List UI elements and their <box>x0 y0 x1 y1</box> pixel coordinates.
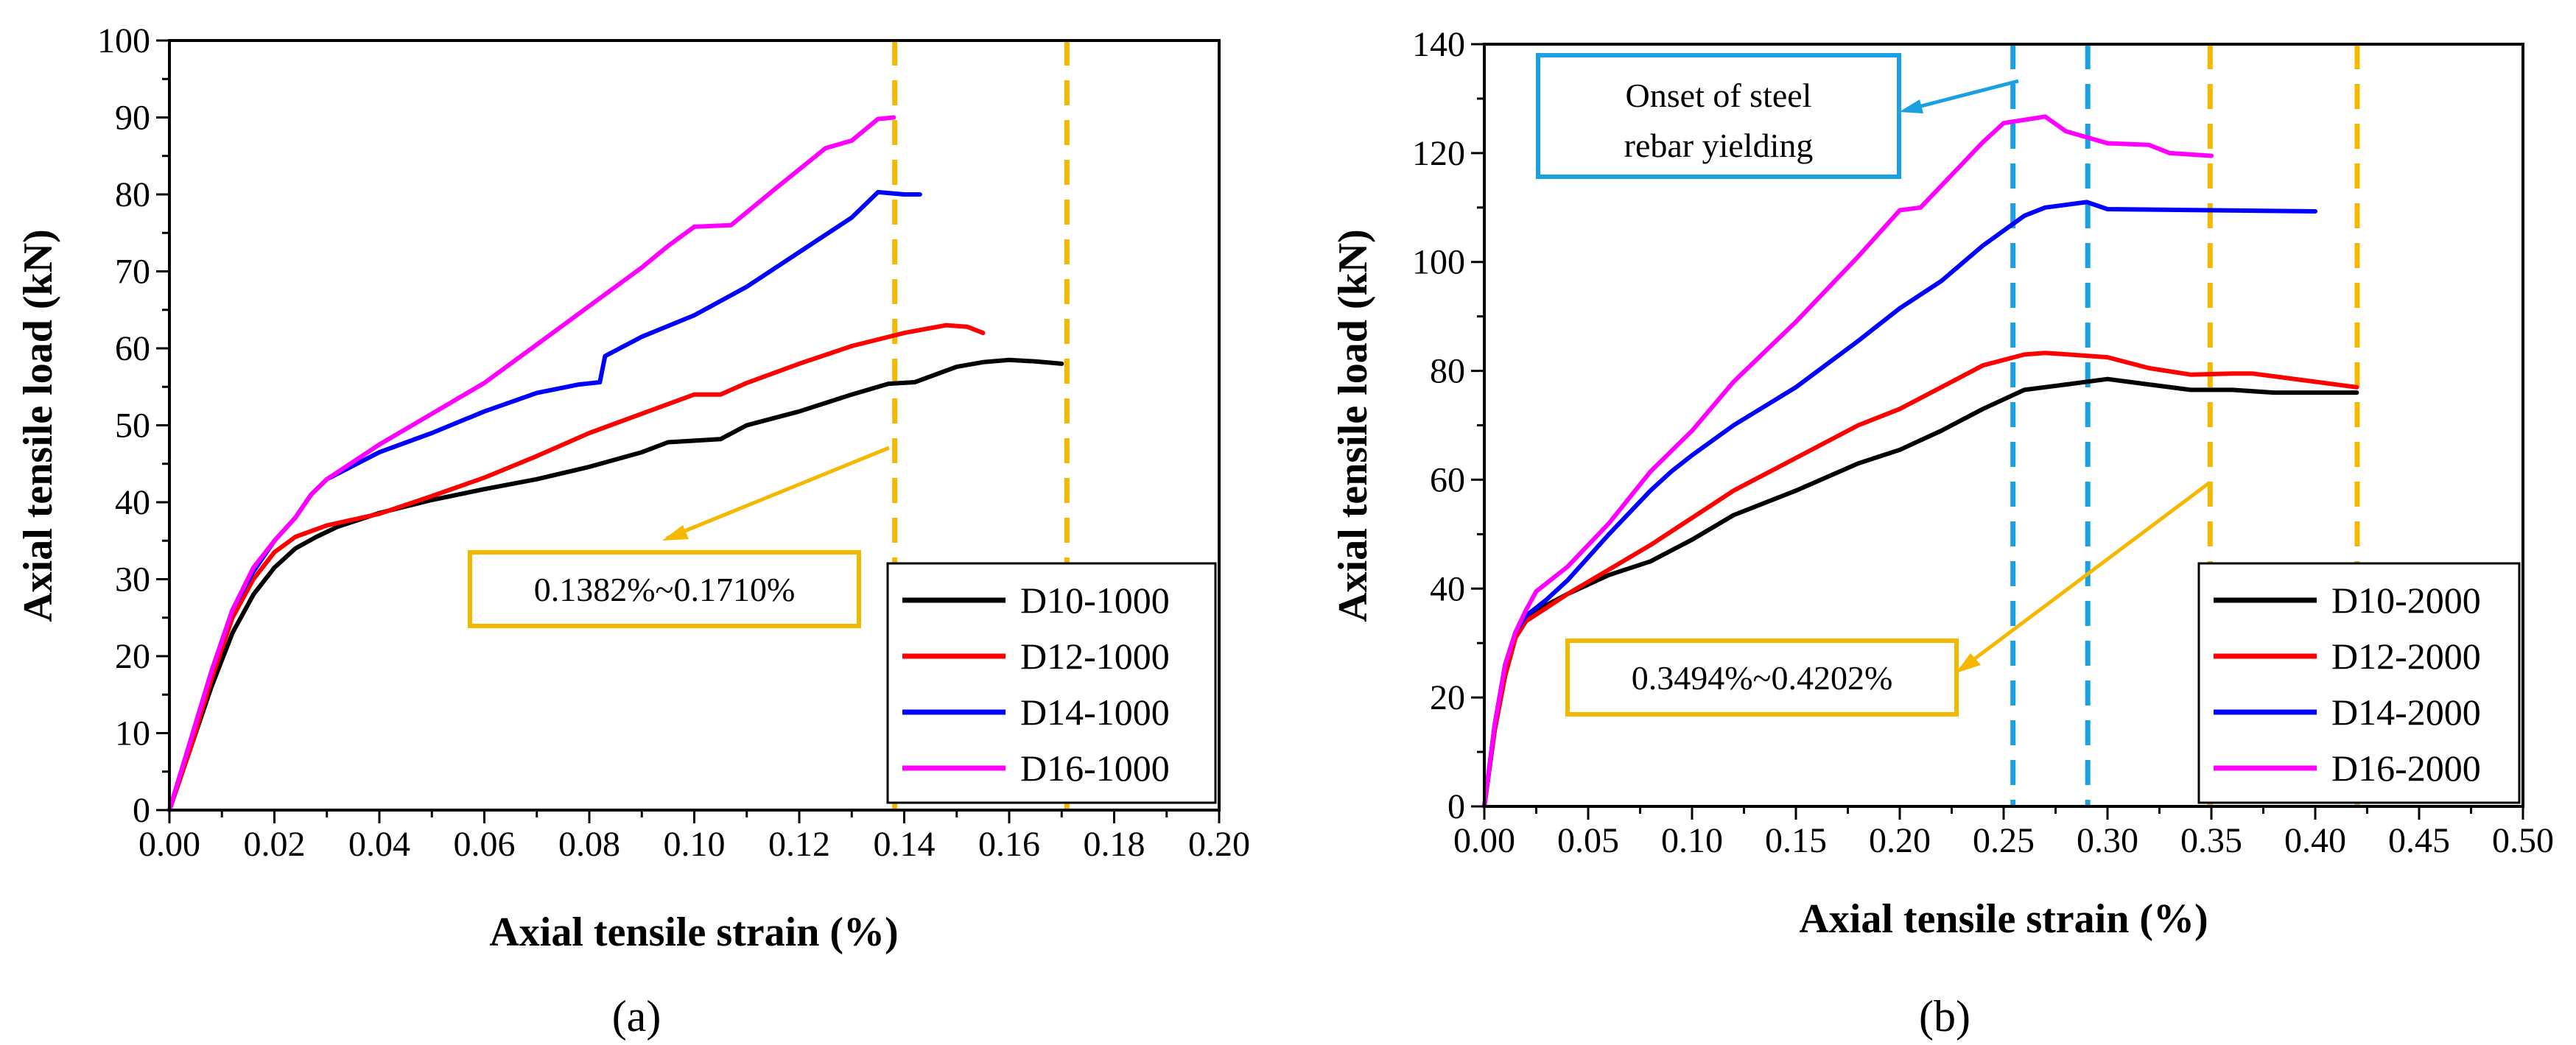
panel-b: 0.00 0.05 0.10 0.15 0.20 0.25 0.30 0.35 0.40 0.45… <box>1330 25 2554 1041</box>
series-b <box>1482 114 2359 809</box>
legend-label-d12-1000: D12-1000 <box>1020 636 1170 677</box>
legend-entries-a: D10-1000 D12-1000 D14-1000 D16-1000 <box>902 580 1170 789</box>
annotation-arrowhead-a <box>662 525 689 541</box>
series-line-d16-2000 <box>1482 114 2214 809</box>
x-tick-label-a: 0.20 <box>1188 825 1250 864</box>
y-tick-label-a: 30 <box>115 560 150 599</box>
series-a <box>167 115 1064 812</box>
y-tick-label-b: 40 <box>1430 569 1465 608</box>
series-line-d10-1000 <box>167 357 1064 812</box>
y-tick-label-b: 60 <box>1430 460 1465 499</box>
panel-label-a: (a) <box>612 992 661 1041</box>
x-tick-label-a: 0.12 <box>768 825 830 864</box>
annotation-box-b-yield <box>1536 53 1901 179</box>
y-axis-title-b: Axial tensile load (kN) <box>1330 229 1376 622</box>
legend-label-d12-2000: D12-2000 <box>2331 636 2481 677</box>
annotation-arrow-b-range <box>1958 481 2211 672</box>
y-tick-label-b: 20 <box>1430 678 1465 717</box>
legend-entries-b: D10-2000 D12-2000 D14-2000 D16-2000 <box>2214 580 2481 789</box>
annotation-text-a: 0.1382%~0.1710% <box>534 571 796 608</box>
x-tick-label-b: 0.05 <box>1557 821 1619 860</box>
legend-label-d16-2000: D16-2000 <box>2331 747 2481 789</box>
x-tick-label-a: 0.04 <box>348 825 410 864</box>
y-tick-label-a: 40 <box>115 483 150 522</box>
y-tick-label-a: 100 <box>97 21 150 60</box>
series-line-d12-1000 <box>167 323 986 812</box>
annotation-arrowhead-b-yield <box>1899 99 1923 113</box>
reference-lines-b <box>2010 44 2360 806</box>
y-tick-label-b: 120 <box>1412 134 1465 173</box>
y-tick-label-a: 70 <box>115 253 150 292</box>
annotation-text-b-yield-2: rebar yielding <box>1624 127 1814 164</box>
y-tick-label-a: 50 <box>115 407 150 446</box>
x-tick-label-b: 0.10 <box>1661 821 1723 860</box>
legend-a <box>886 562 1217 804</box>
annotation-arrowhead-b-range <box>1956 653 1981 673</box>
annotation-arrow-a <box>666 446 890 541</box>
x-tick-label-b: 0.35 <box>2180 821 2242 860</box>
x-tick-label-a: 0.10 <box>664 825 726 864</box>
legend-label-d10-2000: D10-2000 <box>2331 580 2481 621</box>
y-tick-label-b: 80 <box>1430 352 1465 391</box>
annotation-arrow-b-yield <box>1903 79 2019 113</box>
legend-label-d14-2000: D14-2000 <box>2331 692 2481 733</box>
y-axis-title-a: Axial tensile load (kN) <box>15 229 61 622</box>
y-tick-label-a: 60 <box>115 329 150 368</box>
x-tick-label-a: 0.18 <box>1084 825 1145 864</box>
legend-b <box>2197 562 2521 804</box>
x-tick-label-b: 0.00 <box>1453 821 1515 860</box>
y-tick-label-a: 90 <box>115 99 150 138</box>
y-tick-label-a: 80 <box>115 175 150 214</box>
annotation-text-b-range: 0.3494%~0.4202% <box>1632 659 1893 697</box>
annotation-text-b-yield-1: Onset of steel <box>1626 77 1812 114</box>
panel-a: 0.00 0.02 0.04 0.06 0.08 0.10 0.12 0.14 0.16 0.18… <box>15 21 1250 1041</box>
legend-label-d16-1000: D16-1000 <box>1020 747 1170 789</box>
x-tick-label-a: 0.16 <box>978 825 1040 864</box>
x-tick-label-b: 0.20 <box>1869 821 1931 860</box>
x-axis-title-b: Axial tensile strain (%) <box>1799 896 2208 942</box>
x-axis-title-a: Axial tensile strain (%) <box>489 909 898 955</box>
x-tick-label-b: 0.40 <box>2284 821 2346 860</box>
x-tick-label-b: 0.25 <box>1973 821 2035 860</box>
y-tick-label-a: 20 <box>115 637 150 676</box>
y-ticks-b: 0 20 40 60 80 100 120 140 <box>1412 25 1484 826</box>
x-tick-label-b: 0.15 <box>1765 821 1827 860</box>
y-tick-label-a: 10 <box>115 714 150 753</box>
y-tick-label-b: 0 <box>1447 787 1465 826</box>
x-tick-label-b: 0.50 <box>2492 821 2554 860</box>
annotation-box-a <box>468 550 861 628</box>
x-tick-label-a: 0.06 <box>454 825 516 864</box>
annotation-box-b-range <box>1565 638 1959 717</box>
y-tick-label-a: 0 <box>133 791 150 830</box>
x-tick-label-a: 0.00 <box>138 825 200 864</box>
x-tick-label-b: 0.45 <box>2388 821 2450 860</box>
legend-label-d10-1000: D10-1000 <box>1020 580 1170 621</box>
x-tick-label-a: 0.14 <box>874 825 936 864</box>
series-line-d14-1000 <box>167 189 922 812</box>
y-tick-label-b: 100 <box>1412 243 1465 282</box>
x-tick-label-a: 0.02 <box>244 825 306 864</box>
panel-label-b: (b) <box>1919 992 1970 1041</box>
y-ticks-a: 0 10 20 30 40 50 60 70 80 90 100 <box>97 21 169 830</box>
x-tick-label-b: 0.30 <box>2077 821 2138 860</box>
series-line-d16-1000 <box>167 115 896 812</box>
y-tick-label-b: 140 <box>1412 25 1465 64</box>
x-tick-label-a: 0.08 <box>558 825 620 864</box>
x-ticks-a: 0.00 0.02 0.04 0.06 0.08 0.10 0.12 0.14 0.16 0.18… <box>138 810 1250 864</box>
legend-label-d14-1000: D14-1000 <box>1020 692 1170 733</box>
x-ticks-b: 0.00 0.05 0.10 0.15 0.20 0.25 0.30 0.35 0.40 0.45… <box>1453 806 2554 860</box>
series-line-d12-2000 <box>1482 351 2359 809</box>
